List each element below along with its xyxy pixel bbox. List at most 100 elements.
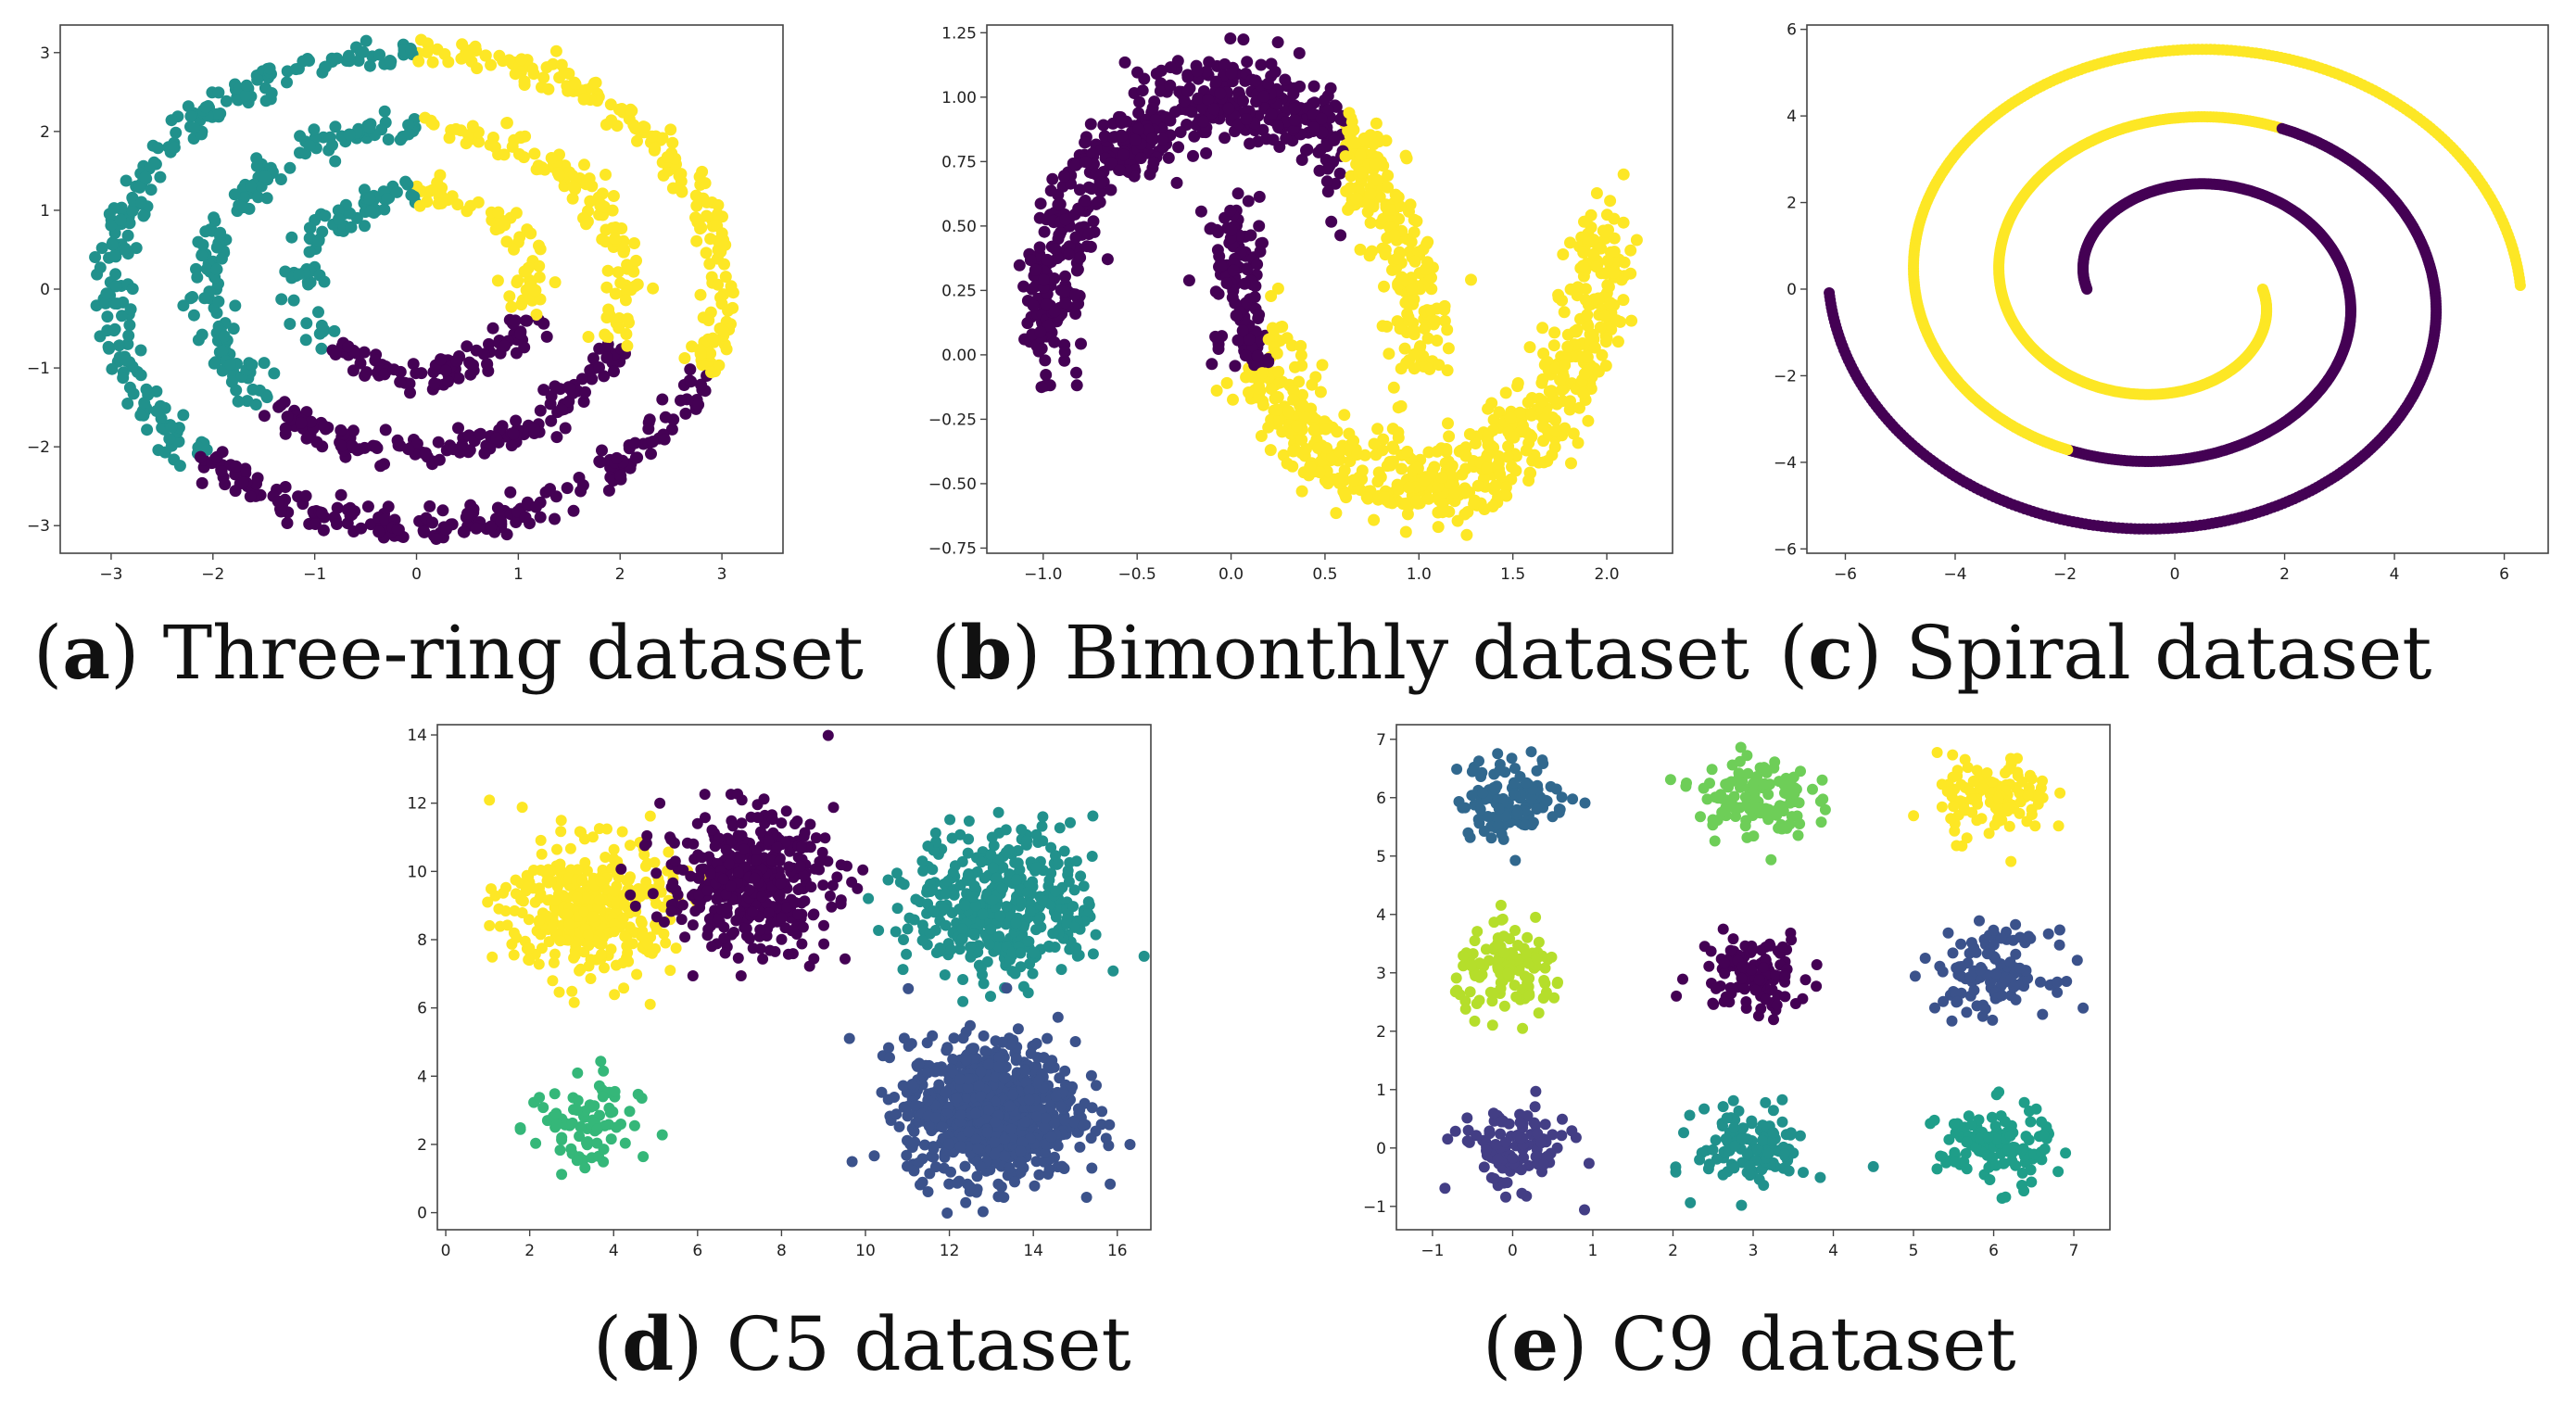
data-point-528	[433, 453, 446, 466]
data-point-377	[587, 911, 600, 923]
data-point-1085	[137, 209, 150, 222]
data-point-723	[1265, 107, 1278, 120]
data-point-703	[805, 881, 817, 893]
data-point-328	[649, 856, 661, 868]
data-point-99	[599, 962, 610, 974]
data-point-1264	[519, 511, 532, 524]
data-point-1446	[1377, 491, 1390, 503]
data-point-673	[1048, 305, 1061, 318]
data-point-611	[216, 345, 229, 358]
data-point-1224	[1274, 321, 1287, 334]
data-point-1087	[646, 436, 659, 449]
data-point-676	[799, 895, 811, 907]
data-point-394	[1086, 147, 1099, 159]
data-point-448	[1084, 118, 1097, 131]
data-point-25	[312, 306, 324, 319]
data-point-1195	[1296, 388, 1308, 401]
data-point-1190	[109, 268, 122, 281]
data-point-1245	[440, 523, 452, 536]
data-point-465	[196, 238, 209, 251]
data-point-656	[563, 383, 576, 396]
data-point-618	[1214, 87, 1227, 100]
chart-b-bimonthly: −1.0 −0.5 0.0 0.5 1.0 1.5 2.0−0.75−0.50−0.250.…	[928, 24, 1673, 584]
data-point-368	[619, 899, 631, 911]
data-point-591	[212, 295, 225, 308]
data-point-705	[485, 58, 498, 71]
data-point-259	[578, 158, 590, 171]
data-point-250	[670, 942, 682, 955]
data-point-660	[507, 427, 520, 440]
data-point-1320	[1243, 386, 1255, 398]
data-point-513	[1382, 170, 1395, 182]
data-point-885	[712, 198, 725, 211]
data-point-739	[1079, 195, 1092, 207]
x-tick-label: 2	[2279, 565, 2290, 584]
data-point-1310	[1241, 263, 1254, 276]
data-point-716	[1118, 148, 1130, 161]
data-point-1036	[140, 383, 153, 396]
data-point-529	[619, 294, 632, 307]
data-point-662	[1093, 196, 1106, 209]
data-point-598	[1101, 253, 1114, 266]
data-point-689	[1382, 181, 1395, 194]
data-point-1263	[127, 387, 140, 400]
data-point-706	[1172, 141, 1185, 154]
data-point-1468	[1256, 367, 1269, 380]
data-point-1169	[210, 107, 223, 120]
data-point-660	[1425, 304, 1438, 317]
data-point-533	[609, 287, 622, 300]
data-point-1107	[675, 168, 688, 181]
data-point-647	[1073, 183, 1086, 196]
data-point-855	[659, 411, 672, 424]
data-point-1396	[1245, 371, 1258, 384]
panel-a: −3 −2 −1 0 1 2 3 −3 −2 −1 0 1 2 3	[14, 14, 792, 598]
data-point-237	[287, 294, 300, 307]
data-point-1134	[346, 508, 359, 521]
data-point-186	[472, 196, 485, 209]
data-point-446	[1219, 57, 1231, 70]
y-tick-label: 6	[1787, 21, 1797, 40]
data-point-303	[655, 886, 667, 898]
data-point-1240	[303, 55, 315, 67]
data-point-314	[499, 905, 511, 917]
data-point-991	[1523, 341, 1536, 354]
data-point-95	[600, 852, 612, 863]
data-point-538	[402, 443, 415, 456]
data-point-194	[1035, 381, 1048, 394]
data-point-659	[223, 359, 236, 371]
data-point-106	[626, 938, 638, 950]
data-point-1415	[1608, 266, 1621, 279]
data-point-442	[225, 375, 238, 388]
data-point-37	[1419, 322, 1431, 335]
data-point-1213	[145, 183, 158, 196]
data-point-1265	[1253, 190, 1266, 203]
data-point-410	[1075, 337, 1087, 350]
data-point-195	[1118, 56, 1131, 69]
data-point-94	[1378, 280, 1390, 293]
y-tick-label: −6	[1774, 540, 1797, 559]
data-point-1447	[1269, 392, 1282, 405]
data-point-691	[1347, 123, 1360, 136]
data-point-561	[305, 415, 318, 428]
data-point-420	[500, 117, 513, 129]
data-point-791	[1265, 290, 1278, 302]
data-point-1143	[1231, 334, 1244, 347]
data-point-1244	[515, 53, 528, 66]
data-point-1404	[1227, 264, 1240, 277]
data-point-212	[510, 888, 522, 900]
y-tick-label: −0.50	[928, 475, 977, 494]
data-point-630	[391, 434, 404, 447]
data-point-764	[436, 504, 449, 517]
data-point-210	[523, 954, 535, 966]
x-tick-label: −6	[1834, 565, 1857, 584]
data-point-176	[517, 895, 529, 907]
data-point-1207	[150, 405, 163, 417]
data-point-77	[1162, 151, 1175, 164]
data-point-556	[1191, 65, 1204, 78]
data-point-1405	[1249, 280, 1262, 293]
data-point-740	[1354, 148, 1367, 161]
data-point-1473	[1282, 405, 1295, 418]
data-point-1138	[661, 151, 674, 163]
data-point-991	[373, 525, 385, 538]
data-point-1158	[357, 45, 370, 58]
